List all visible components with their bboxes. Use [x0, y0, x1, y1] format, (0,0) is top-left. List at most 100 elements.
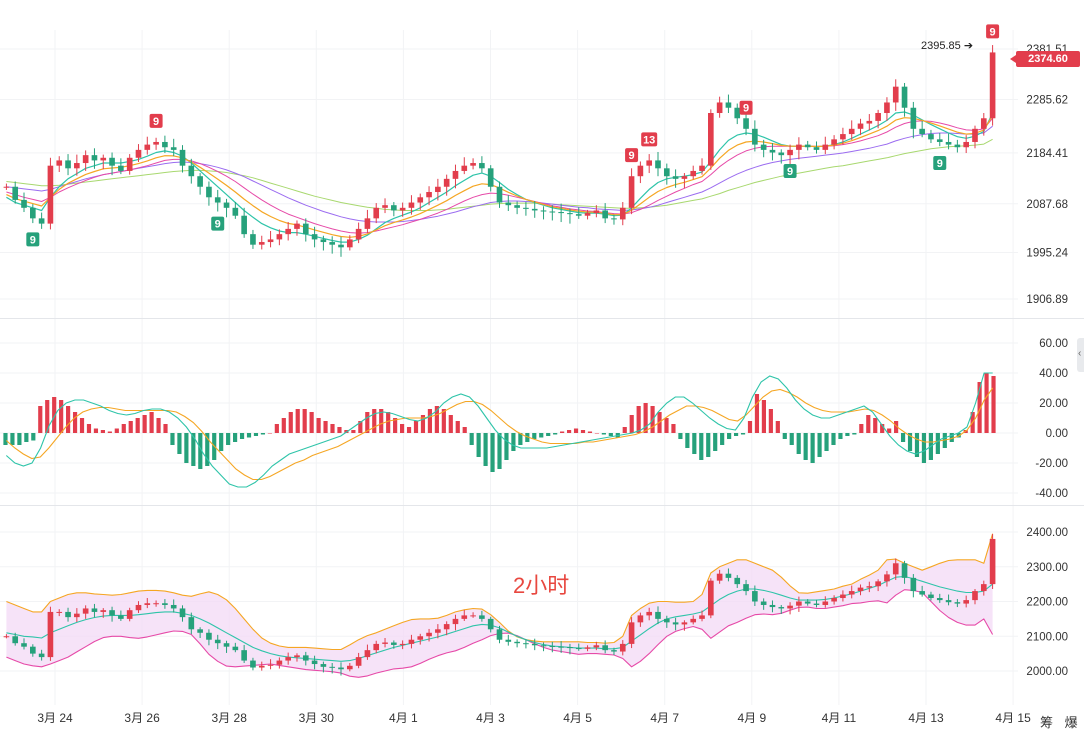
main-candle [593, 210, 600, 214]
boll-candle [945, 600, 952, 603]
macd-bar [107, 431, 112, 433]
macd-bar [768, 409, 773, 433]
macd-bar [775, 421, 780, 433]
main-candle [144, 144, 151, 150]
y-tick-label: 2300.00 [1026, 562, 1068, 574]
macd-bar [984, 373, 989, 433]
boll-candle [250, 660, 256, 668]
macd-bar [991, 376, 996, 433]
main-candle [276, 234, 283, 240]
boll-candle [866, 586, 873, 588]
boll-candle [426, 632, 432, 637]
main-candle [241, 215, 247, 235]
boll-candle [258, 665, 265, 668]
macd-bar [900, 433, 906, 442]
macd-bar [629, 415, 634, 433]
macd-bar [72, 412, 78, 433]
boll-candle [338, 667, 344, 670]
main-candle [672, 176, 679, 179]
boll-candle [3, 636, 10, 638]
main-candle [452, 170, 459, 179]
boll-candle [910, 577, 917, 592]
macd-bar [720, 433, 725, 445]
macd-bar [198, 433, 203, 469]
y-tick-label: 2285.62 [1026, 95, 1068, 107]
macd-bar [323, 421, 328, 433]
macd-bar [441, 409, 446, 433]
main-candle [567, 213, 573, 215]
macd-bar [184, 433, 189, 463]
boll-candle [135, 604, 142, 611]
current-price-tag: 2374.60 [1010, 51, 1080, 67]
macd-bar [52, 397, 57, 433]
macd-bar [79, 418, 85, 433]
bottom-right-tools[interactable]: 筹 爆 [1040, 715, 1082, 730]
main-candle [197, 176, 203, 187]
boll-candle [743, 584, 749, 592]
macd-bar [427, 409, 433, 433]
td-marker-label: 9 [937, 158, 943, 170]
macd-bar [10, 433, 15, 445]
main-candle [355, 228, 362, 240]
boll-candle [690, 618, 697, 623]
boll-candle [170, 604, 177, 609]
macd-bar [678, 433, 683, 439]
main-candle [135, 149, 142, 158]
main-candle [426, 192, 432, 198]
main-candle [21, 199, 27, 208]
boll-candle [373, 643, 380, 651]
boll-candle [760, 601, 767, 605]
macd-bar [803, 433, 808, 460]
main-candle [338, 244, 344, 248]
x-tick-label: 3月 30 [299, 711, 335, 725]
boll-candle [443, 624, 450, 630]
boll-candle [514, 641, 520, 644]
macd-bar [226, 433, 231, 445]
macd-bar [253, 433, 259, 436]
macd-bar [754, 394, 760, 433]
boll-candle [126, 610, 133, 619]
pane-divider-macd-boll[interactable] [0, 505, 1084, 506]
main-candle [153, 141, 159, 145]
macd-bar [114, 428, 119, 433]
collapse-panel-handle[interactable]: ‹ [1077, 338, 1084, 372]
boll-candle [162, 603, 168, 605]
macd-bar [553, 433, 558, 435]
macd-bar [288, 412, 293, 433]
main-candle [373, 207, 380, 219]
y-tick-label: 2087.68 [1026, 199, 1068, 211]
td-marker-label: 9 [629, 150, 635, 162]
main-candle [655, 160, 661, 169]
boll-candle [109, 610, 115, 616]
boll-candle [470, 615, 476, 617]
macd-dea-line [5, 387, 994, 481]
boll-candle [153, 603, 159, 605]
boll-candle [496, 629, 503, 640]
main-candle [118, 165, 124, 171]
macd-bar [59, 400, 64, 433]
main-candle [382, 205, 388, 208]
main-candle [408, 202, 415, 208]
pane-divider-main-macd[interactable] [0, 318, 1084, 319]
boll-candle [523, 643, 529, 645]
boll-candle [82, 608, 89, 614]
main-candle [179, 149, 186, 166]
main-candle [320, 239, 327, 243]
macd-bar [880, 424, 885, 433]
boll-candle [796, 601, 802, 606]
macd-bar [733, 433, 739, 436]
boll-candle [804, 601, 811, 604]
macd-bar [539, 433, 544, 438]
main-candle [540, 210, 547, 212]
boll-candle [267, 664, 274, 666]
boll-candle [285, 657, 291, 661]
y-tick-label: 1906.89 [1026, 294, 1068, 306]
main-candle [470, 163, 476, 166]
macd-bar [727, 433, 732, 439]
y-tick-label: 2400.00 [1026, 527, 1068, 539]
main-candle [91, 155, 98, 161]
macd-bar [873, 418, 878, 433]
macd-bar [580, 430, 586, 433]
